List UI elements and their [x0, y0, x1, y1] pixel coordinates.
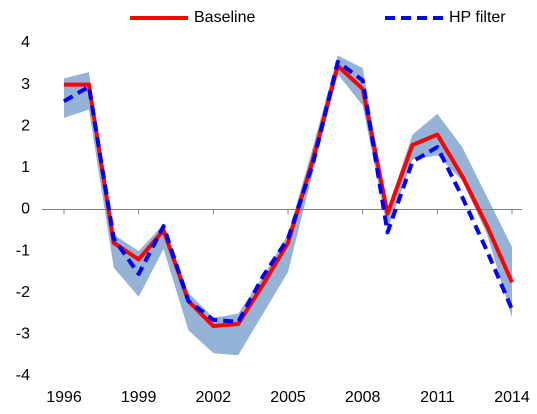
x-tick-label: 2008 — [345, 389, 381, 406]
range-band — [64, 55, 512, 356]
x-tick-label: 2014 — [494, 389, 530, 406]
legend-label: Baseline — [194, 9, 255, 26]
y-tick-label: 4 — [21, 34, 30, 51]
legend-label: HP filter — [449, 9, 506, 26]
y-tick-label: 1 — [21, 159, 30, 176]
series-line — [62, 59, 514, 324]
y-tick-label: -4 — [16, 367, 30, 384]
y-tick-label: -1 — [16, 242, 30, 259]
y-tick-label: 0 — [21, 201, 30, 218]
x-tick-label: 2011 — [420, 389, 455, 406]
x-tick-label: 2005 — [270, 389, 306, 406]
y-tick-label: 3 — [21, 76, 30, 93]
y-tick-label: -2 — [16, 284, 30, 301]
y-tick-label: -3 — [16, 326, 30, 343]
x-tick-label: 1999 — [121, 389, 157, 406]
x-tick-label: 2002 — [196, 389, 232, 406]
series-line — [64, 63, 514, 329]
y-tick-label: 2 — [21, 117, 30, 134]
x-tick-label: 1996 — [46, 389, 82, 406]
